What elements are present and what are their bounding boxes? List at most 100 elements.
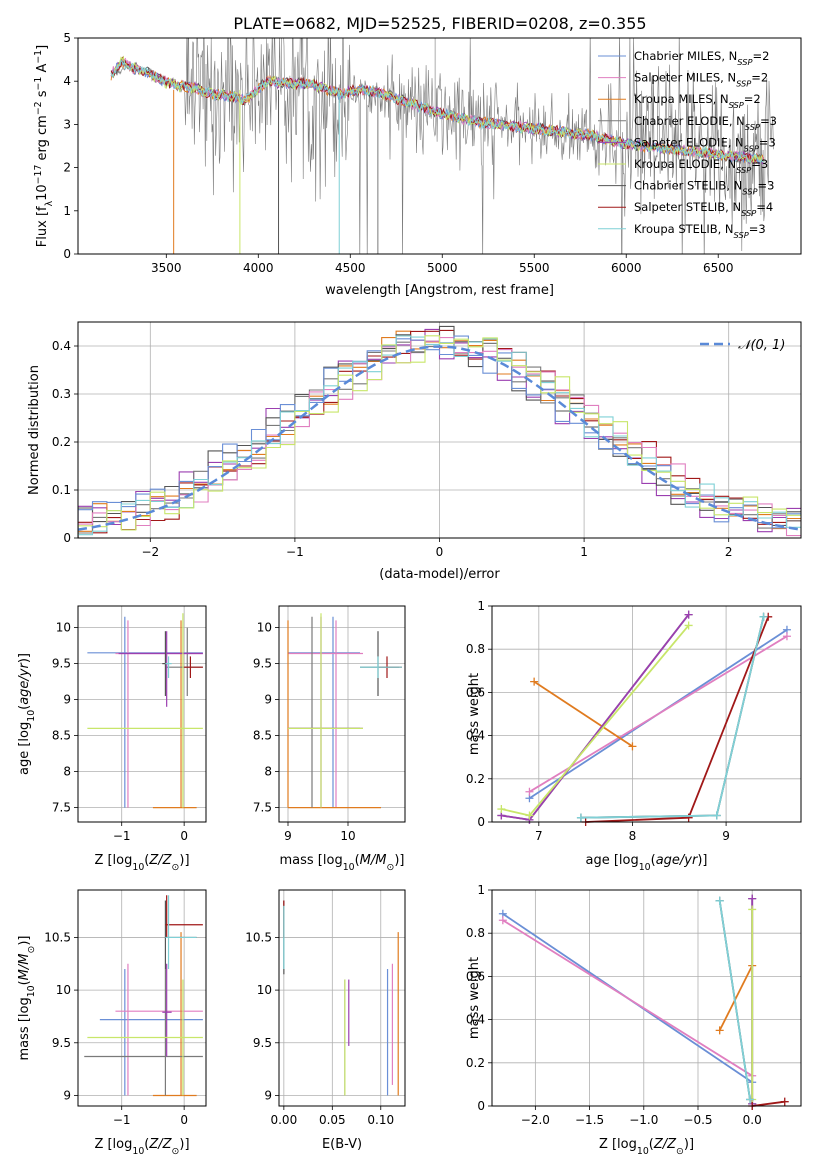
y-tick-label: 8 (63, 765, 71, 779)
y-tick-label: 4 (63, 74, 71, 88)
mass_vs_Z-ylabel: mass [log10(M/M⊙)] (17, 936, 37, 1061)
weight_vs_Z-panel: −2.0 −1.5 −1.0 −0.5 0.0 0 0.2 0.4 0.6 0.8 1 Z [log1… (466, 883, 802, 1157)
weight-marker-kroupa_miles (715, 1026, 724, 1035)
weight-marker-kroupa_stelib (576, 813, 585, 822)
axes-frame (77, 889, 207, 1107)
weight-marker-salpeter_elodie (684, 610, 693, 619)
weight-marker-kroupa_stelib (746, 1095, 755, 1104)
y-tick-label: 7.5 (253, 801, 272, 815)
residuals-panel: −2 −1 0 1 2 0 0.1 0.2 0.3 0.4 (data-model)/error No… (27, 321, 802, 582)
y-tick-label: 9 (264, 1088, 272, 1102)
axes-frame (77, 37, 802, 255)
x-tick-label: 2 (725, 545, 733, 559)
x-tick-label: −2 (141, 545, 159, 559)
x-tick-label: 9 (722, 829, 730, 843)
y-tick-label: 0.3 (52, 387, 71, 401)
legend-label-salpeter_miles: Salpeter MILES, NSSP=2 (634, 71, 768, 89)
x-tick-label: 0.10 (367, 1113, 394, 1127)
weight-marker-salpeter_stelib (684, 813, 693, 822)
x-tick-label: 7 (535, 829, 543, 843)
mass_vs_Z-xlabel: Z [log10(Z/Z⊙)] (94, 1137, 189, 1157)
x-tick-label: −1.5 (575, 1113, 604, 1127)
y-tick-label: 0 (477, 815, 485, 829)
weight-line-kroupa_miles (718, 965, 754, 1031)
x-tick-label: 3500 (151, 261, 182, 275)
y-tick-label: 0.4 (466, 1013, 485, 1027)
y-tick-label: 0 (477, 1099, 485, 1113)
weight-marker-salpeter_miles (782, 632, 791, 641)
spectrum-panel: 3500 4000 4500 5000 5500 6000 6500 0 1 2 3 4 5 wavele… (33, 31, 802, 298)
weight-marker-kroupa_stelib (759, 612, 768, 621)
y-tick-label: 1 (63, 204, 71, 218)
x-tick-label: 0.00 (270, 1113, 297, 1127)
mass_vs_Z-data (84, 895, 203, 1097)
x-tick-label: 10 (340, 829, 355, 843)
x-tick-label: 6000 (611, 261, 642, 275)
age_vs_Z-xlabel: Z [log10(Z/Z⊙)] (94, 853, 189, 873)
weight_vs_age-xlabel: age [log10(age/yr)] (585, 853, 707, 873)
mass_vs_Z-panel: −1 0 9 9.5 10 10.5 Z [log10(Z/Z⊙)] mass [log10(… (17, 889, 207, 1157)
y-tick-label: 0.1 (52, 483, 71, 497)
weight-marker-kroupa_miles (530, 677, 539, 686)
x-tick-label: 1 (580, 545, 588, 559)
legend-label-chabrier_miles: Chabrier MILES, NSSP=2 (634, 49, 769, 67)
spectrum-legend: Chabrier MILES, NSSP=2 Salpeter MILES, NS… (598, 49, 777, 240)
model-spectrum-salpeter_miles (110, 57, 764, 165)
x-tick-label: −1 (286, 545, 304, 559)
x-tick-label: 5500 (519, 261, 550, 275)
y-tick-label: 7.5 (52, 801, 71, 815)
weight-marker-kroupa_elodie (525, 811, 534, 820)
histogram-kroupa_stelib (78, 335, 801, 538)
y-tick-label: 0.6 (466, 685, 485, 699)
age_vs_Z-panel: −1 0 7.5 8 8.5 9 9.5 10 Z [log10(Z/Z⊙)] age [log1… (17, 605, 207, 873)
y-tick-label: 1 (477, 883, 485, 897)
weight-marker-kroupa_elodie (684, 621, 693, 630)
x-tick-label: 0 (436, 545, 444, 559)
legend-label-salpeter_stelib: Salpeter STELIB, NSSP=4 (634, 200, 773, 218)
y-tick-label: 0.2 (466, 772, 485, 786)
x-tick-label: 0 (180, 829, 188, 843)
legend-label-kroupa_miles: Kroupa MILES, NSSP=2 (634, 92, 761, 110)
y-tick-label: 10 (56, 983, 71, 997)
y-tick-label: 9 (264, 693, 272, 707)
gaussian-legend-label: 𝒩(0, 1) (738, 338, 785, 353)
x-tick-label: 6500 (703, 261, 734, 275)
spectrum-xlabel: wavelength [Angstrom, rest frame] (325, 283, 554, 298)
y-tick-label: 9 (63, 693, 71, 707)
y-tick-label: 9.5 (253, 1036, 272, 1050)
y-tick-label: 0 (63, 247, 71, 261)
x-tick-label: 5000 (427, 261, 458, 275)
weight-marker-salpeter_miles (498, 916, 507, 925)
weight_vs_age-data (497, 610, 791, 826)
legend-label-chabrier_stelib: Chabrier STELIB, NSSP=3 (634, 179, 774, 197)
spectrum-data (110, 38, 774, 254)
x-tick-label: −2.0 (521, 1113, 550, 1127)
y-tick-label: 2 (63, 161, 71, 175)
weight-marker-salpeter_elodie (748, 894, 757, 903)
weight-marker-kroupa_elodie (748, 905, 757, 914)
weight-marker-kroupa_stelib (712, 811, 721, 820)
y-tick-label: 9.5 (52, 1036, 71, 1050)
y-tick-label: 0.8 (466, 926, 485, 940)
residuals-ylabel: Normed distribution (27, 365, 42, 495)
age_vs_Z-data (87, 613, 203, 809)
weight-line-kroupa_stelib (718, 900, 751, 1100)
weight-marker-kroupa_stelib (715, 896, 724, 905)
y-tick-label: 0.8 (466, 642, 485, 656)
weight-line-salpeter_miles (502, 919, 753, 1077)
y-tick-label: 10.5 (44, 930, 71, 944)
mass_vs_EBV-data (283, 900, 399, 1096)
x-tick-label: −0.5 (683, 1113, 712, 1127)
y-tick-label: 8 (264, 765, 272, 779)
y-tick-label: 9.5 (52, 657, 71, 671)
y-tick-label: 10.5 (245, 930, 272, 944)
weight-marker-salpeter_miles (525, 787, 534, 796)
weight-marker-kroupa_elodie (497, 805, 506, 814)
residuals-data (78, 325, 801, 538)
x-tick-label: 8 (629, 829, 637, 843)
x-tick-label: −1 (113, 829, 131, 843)
age_vs_Z-ylabel: age [log10(age/yr)] (17, 653, 37, 775)
legend-label-salpeter_elodie: Salpeter ELODIE, NSSP=3 (634, 135, 776, 153)
mass_vs_EBV-panel: 0.00 0.05 0.10 9 9.5 10 10.5 E(B-V) (245, 889, 406, 1152)
weight-line-kroupa_miles (533, 680, 633, 748)
